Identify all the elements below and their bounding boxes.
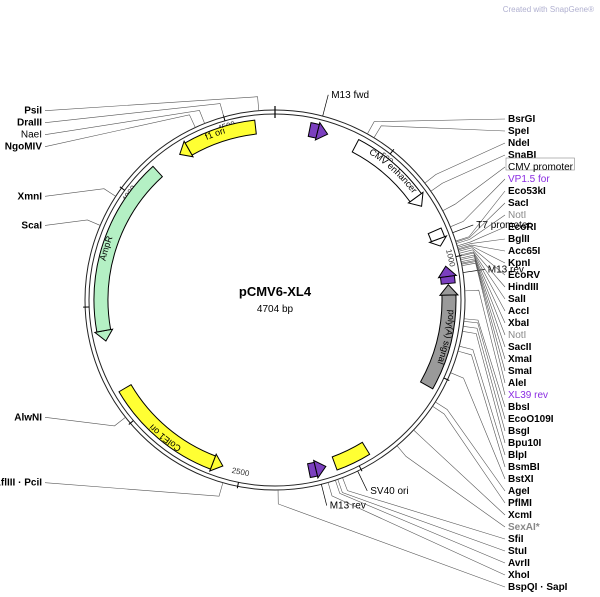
label-leader <box>45 189 116 197</box>
label-leader <box>425 143 505 183</box>
label-leader <box>45 115 195 147</box>
inner-ring <box>89 114 461 486</box>
tick-label: 1000 <box>444 248 457 268</box>
enzyme-label: SexAI* <box>508 522 540 533</box>
feature-label: M13 fwd <box>331 90 369 101</box>
enzyme-label: ScaI <box>21 220 42 231</box>
label-leader <box>45 97 259 111</box>
enzyme-label: XhoI <box>508 570 530 581</box>
enzyme-label: EcoRI <box>508 222 537 233</box>
outer-ring <box>85 110 465 490</box>
credit-text: Created with SnapGene® <box>503 5 594 14</box>
enzyme-label: SalI <box>508 294 526 305</box>
label-leader <box>45 104 224 123</box>
enzyme-label: SfiI <box>508 534 524 545</box>
enzyme-label: PflMI <box>508 498 532 509</box>
label-leader <box>374 126 505 138</box>
enzyme-label: AgeI <box>508 486 530 497</box>
enzyme-label: Acc65I <box>508 246 540 257</box>
label-leader <box>45 417 126 426</box>
label-leader <box>343 478 505 539</box>
feature-leader <box>358 471 368 491</box>
enzyme-label: SacII <box>508 342 532 353</box>
enzyme-label: NaeI <box>21 130 42 141</box>
enzyme-label: SmaI <box>508 366 532 377</box>
enzyme-label: NdeI <box>508 138 530 149</box>
label-leader <box>460 252 505 299</box>
feature-poly-A-signal <box>421 295 456 389</box>
enzyme-label: AflIII · PciI <box>0 478 42 489</box>
label-leader <box>462 263 505 383</box>
feature-label: SV40 ori <box>370 486 408 497</box>
enzyme-label: BsgI <box>508 426 530 437</box>
enzyme-label: EcoO109I <box>508 414 554 425</box>
enzyme-label: AlwNI <box>14 412 42 423</box>
label-leader <box>367 119 505 134</box>
enzyme-label: HindIII <box>508 282 539 293</box>
enzyme-label: CMV promoter <box>508 162 574 173</box>
tick-label: 2500 <box>231 466 251 478</box>
enzyme-label: BspQI · SapI <box>508 582 568 593</box>
enzyme-label: BsrGI <box>508 114 535 125</box>
enzyme-label: AccI <box>508 306 529 317</box>
feature-M13-rev <box>440 276 455 285</box>
enzyme-label: NotI <box>508 330 526 341</box>
label-leader <box>328 482 505 575</box>
enzyme-label: NotI <box>508 210 526 221</box>
enzyme-label: AleI <box>508 378 527 389</box>
label-leader <box>433 406 505 503</box>
label-leader <box>338 479 505 551</box>
label-leader <box>45 220 100 225</box>
enzyme-label: Bpu10I <box>508 438 542 449</box>
enzyme-label: KpnI <box>508 258 530 269</box>
feature-leader <box>453 225 474 233</box>
label-leader <box>462 262 505 371</box>
label-leader <box>431 155 505 191</box>
enzyme-label: XmaI <box>508 354 532 365</box>
enzyme-label: Eco53kI <box>508 186 546 197</box>
enzyme-label: BbsI <box>508 402 530 413</box>
enzyme-label: StuI <box>508 546 527 557</box>
feature-leader <box>321 484 326 505</box>
tick <box>237 482 238 488</box>
enzyme-label: XL39 rev <box>508 390 548 401</box>
enzyme-label: DraIII <box>17 118 42 129</box>
enzyme-label: BglII <box>508 234 530 245</box>
feature-label: CMV enhancer <box>368 147 420 195</box>
plasmid-name: pCMV6-XL4 <box>239 284 312 299</box>
label-leader <box>459 346 505 455</box>
enzyme-label: VP1.5 for <box>508 174 550 185</box>
enzyme-label: XbaI <box>508 318 529 329</box>
enzyme-label: XmnI <box>18 191 43 202</box>
enzyme-label: AvrII <box>508 558 530 569</box>
plasmid-size: 4704 bp <box>257 304 294 315</box>
enzyme-label: BstXI <box>508 474 534 485</box>
enzyme-label: NgoMIV <box>5 142 43 153</box>
enzyme-label: SacI <box>508 198 529 209</box>
label-leader <box>458 351 505 467</box>
label-leader <box>463 326 505 431</box>
enzyme-label: EcoRV <box>508 270 540 281</box>
enzyme-label: XcmI <box>508 510 532 521</box>
label-leader <box>335 480 505 563</box>
feature-SV40-ori <box>332 442 369 470</box>
label-leader <box>45 483 223 496</box>
label-leader <box>414 430 505 515</box>
label-leader <box>435 402 505 491</box>
plasmid-map: Created with SnapGene®500100015002000250… <box>0 0 600 597</box>
enzyme-label: BsmBI <box>508 462 540 473</box>
feature-leader <box>323 95 329 116</box>
enzyme-label: BlpI <box>508 450 527 461</box>
feature-arrowhead <box>440 285 458 296</box>
label-leader <box>458 239 505 247</box>
label-leader <box>397 446 505 527</box>
enzyme-label: PsiI <box>24 106 42 117</box>
enzyme-label: SpeI <box>508 126 529 137</box>
